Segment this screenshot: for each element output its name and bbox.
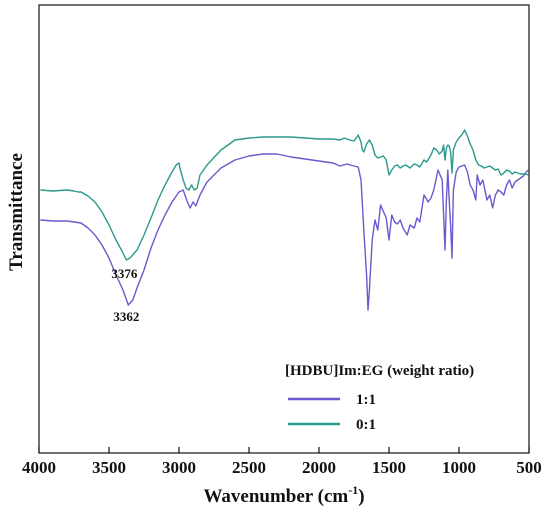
x-tick-label: 1500 [372, 458, 406, 477]
x-tick-label: 500 [516, 458, 542, 477]
legend-label-0-1: 0:1 [356, 417, 376, 433]
x-axis-title-sup: -1 [348, 483, 358, 497]
legend-item-0-1: 0:1 [288, 417, 376, 433]
x-tick-label: 2500 [232, 458, 266, 477]
legend-title: [HDBU]Im:EG (weight ratio) [285, 363, 474, 379]
x-tick-label: 3000 [162, 458, 196, 477]
x-tick-label: 4000 [22, 458, 56, 477]
x-axis-title: Wavenumber (cm-1) [203, 483, 364, 507]
x-tick-label: 3500 [92, 458, 126, 477]
series-line-1-1 [40, 153, 529, 311]
legend-label-1-1: 1:1 [356, 392, 376, 408]
x-tick-label: 1000 [442, 458, 476, 477]
legend-item-1-1: 1:1 [288, 392, 376, 408]
series-line-0-1 [40, 129, 529, 261]
x-tick-label: 2000 [302, 458, 336, 477]
series-layer [40, 129, 529, 311]
peak-label-3376: 3376 [111, 266, 138, 281]
legend: [HDBU]Im:EG (weight ratio) 1:1 0:1 [285, 363, 474, 433]
x-axis-title-main: Wavenumber (cm [203, 486, 348, 507]
y-axis-title: Transmittance [6, 153, 27, 271]
x-axis-ticks: 4000 3500 3000 2500 2000 1500 1000 500 [22, 447, 542, 477]
peak-label-3362: 3362 [113, 309, 139, 324]
annotations: 3376 3362 [111, 266, 139, 324]
x-axis-title-close: ) [358, 486, 364, 507]
plot-frame [38, 4, 530, 454]
